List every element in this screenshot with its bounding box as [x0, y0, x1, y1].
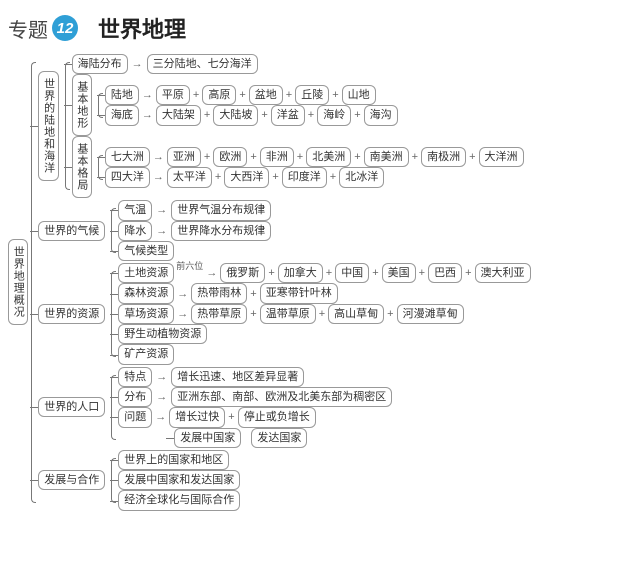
forest-item: 热带雨林 — [191, 283, 247, 303]
country-item: 巴西 — [428, 263, 462, 283]
pop-dist-val: 亚洲东部、南部、欧洲及北美东部为稠密区 — [171, 387, 392, 407]
forest-item: 亚寒带针叶林 — [260, 283, 338, 303]
seabed-item: 海沟 — [364, 105, 398, 125]
root-node: 世界地理概况 — [8, 239, 28, 325]
country-item: 美国 — [382, 263, 416, 283]
b5-label: 发展与合作 — [38, 470, 105, 490]
ocean-item: 太平洋 — [167, 167, 212, 187]
dev-tag: 发达国家 — [251, 428, 307, 448]
b2-label: 世界的气候 — [38, 221, 105, 241]
oceans-key: 四大洋 — [105, 167, 150, 187]
seabed-item: 大陆架 — [156, 105, 201, 125]
ocean-item: 印度洋 — [282, 167, 327, 187]
root-children: 世界的陆地和海洋 海陆分布 → 三分陆地、七分海洋 基本地形 陆地 → 平原+ … — [31, 54, 530, 511]
header-badge: 12 — [52, 15, 78, 41]
ocean-item: 大西洋 — [224, 167, 269, 187]
country-item: 加拿大 — [278, 263, 323, 283]
sea-dist-key: 海陆分布 — [72, 54, 128, 74]
continent-item: 南美洲 — [364, 147, 409, 167]
wild-res: 野生动植物资源 — [118, 324, 207, 344]
dev-item: 经济全球化与国际合作 — [118, 490, 240, 510]
land-res-row: 土地资源 前六位 → 俄罗斯+ 加拿大+ 中国+ 美国+ 巴西+ 澳大利亚 — [118, 263, 530, 283]
grass-item: 热带草原 — [191, 304, 247, 324]
seabed-key: 海底 — [105, 105, 139, 125]
grass-item: 高山草甸 — [328, 304, 384, 324]
continent-item: 欧洲 — [213, 147, 247, 167]
land-item: 丘陵 — [295, 85, 329, 105]
country-item: 中国 — [335, 263, 369, 283]
seabed-item: 大陆坡 — [213, 105, 258, 125]
continents-key: 七大洲 — [105, 147, 150, 167]
land-row: 陆地 → 平原+ 高原+ 盆地+ 丘陵+ 山地 — [105, 85, 398, 105]
top6-annot: 前六位 — [176, 259, 203, 272]
land-res-key: 土地资源 — [118, 263, 174, 283]
sea-dist-val: 三分陆地、七分海洋 — [147, 54, 258, 74]
mineral-res: 矿产资源 — [118, 344, 174, 364]
pattern-key: 基本格局 — [72, 136, 92, 198]
seabed-row: 海底 → 大陆架+ 大陆坡+ 洋盆+ 海岭+ 海沟 — [105, 105, 398, 125]
pop-prob-item: 增长过快 — [169, 407, 225, 427]
land-item: 山地 — [342, 85, 376, 105]
page-header: 专题 12 世界地理 — [8, 12, 632, 44]
branch-resources: 世界的资源 土地资源 前六位 → 俄罗斯+ 加拿大+ 中国+ 美国+ 巴西+ 澳… — [38, 263, 530, 364]
country-item: 俄罗斯 — [220, 263, 265, 283]
dev-tag: 发展中国家 — [174, 428, 241, 448]
terrain-key: 基本地形 — [72, 74, 92, 136]
header-prefix: 专题 — [8, 14, 48, 43]
precip-key: 降水 — [118, 221, 152, 241]
arrow-icon: → — [131, 58, 144, 70]
land-key: 陆地 — [105, 85, 139, 105]
seabed-item: 海岭 — [317, 105, 351, 125]
grass-key: 草场资源 — [118, 304, 174, 324]
branch-development: 发展与合作 世界上的国家和地区 发展中国家和发达国家 经济全球化与国际合作 — [38, 450, 530, 511]
ocean-item: 北冰洋 — [339, 167, 384, 187]
continent-item: 北美洲 — [306, 147, 351, 167]
temp-key: 气温 — [118, 200, 152, 220]
dev-item: 发展中国家和发达国家 — [118, 470, 240, 490]
pop-dist-key: 分布 — [118, 387, 152, 407]
b4-label: 世界的人口 — [38, 397, 105, 417]
mindmap-root: 世界地理概况 世界的陆地和海洋 海陆分布 → 三分陆地、七分海洋 基本地形 陆地… — [8, 54, 632, 511]
continent-item: 大洋洲 — [479, 147, 524, 167]
oceans-row: 四大洋 → 太平洋+ 大西洋+ 印度洋+ 北冰洋 — [105, 167, 524, 187]
continents-row: 七大洲 → 亚洲+ 欧洲+ 非洲+ 北美洲+ 南美洲+ 南极洲+ 大洋洲 — [105, 147, 524, 167]
continent-item: 亚洲 — [167, 147, 201, 167]
header-title: 世界地理 — [98, 12, 186, 44]
land-item: 平原 — [156, 85, 190, 105]
land-item: 盆地 — [249, 85, 283, 105]
dev-item: 世界上的国家和地区 — [118, 450, 229, 470]
pop-prob-key: 问题 — [118, 407, 152, 427]
temp-val: 世界气温分布规律 — [171, 200, 271, 220]
branch-climate: 世界的气候 气温→世界气温分布规律 降水→世界降水分布规律 气候类型 — [38, 200, 530, 261]
branch-land-sea: 世界的陆地和海洋 海陆分布 → 三分陆地、七分海洋 基本地形 陆地 → 平原+ … — [38, 54, 530, 198]
b3-label: 世界的资源 — [38, 304, 105, 324]
continent-item: 非洲 — [260, 147, 294, 167]
branch-population: 世界的人口 特点→增长迅速、地区差异显著 分布→亚洲东部、南部、欧洲及北美东部为… — [38, 367, 530, 448]
forest-key: 森林资源 — [118, 283, 174, 303]
country-item: 澳大利亚 — [475, 263, 531, 283]
grass-item: 温带草原 — [260, 304, 316, 324]
pop-feat-val: 增长迅速、地区差异显著 — [171, 367, 304, 387]
b1-label: 世界的陆地和海洋 — [38, 71, 58, 181]
land-item: 高原 — [202, 85, 236, 105]
continent-item: 南极洲 — [421, 147, 466, 167]
pop-prob-item: 停止或负增长 — [238, 407, 316, 427]
climate-types: 气候类型 — [118, 241, 174, 261]
seabed-item: 洋盆 — [271, 105, 305, 125]
precip-val: 世界降水分布规律 — [171, 221, 271, 241]
grass-item: 河漫滩草甸 — [397, 304, 464, 324]
pop-feat-key: 特点 — [118, 367, 152, 387]
